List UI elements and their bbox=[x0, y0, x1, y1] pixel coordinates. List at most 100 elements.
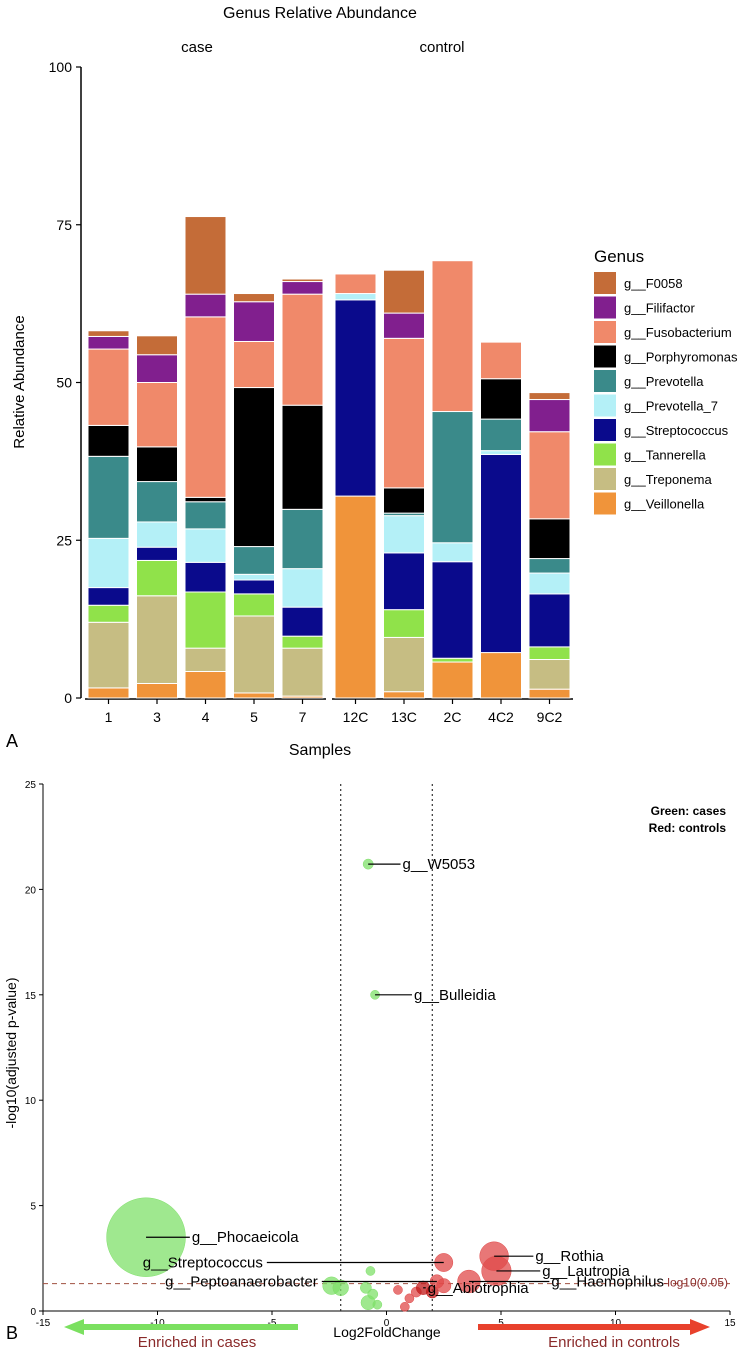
bar-segment bbox=[383, 487, 425, 514]
bar-segment bbox=[87, 330, 130, 337]
bar-segment bbox=[528, 688, 571, 699]
y-tick-label: 0 bbox=[30, 1307, 36, 1318]
y-tick-label: 15 bbox=[25, 991, 37, 1002]
facet-label-control: control bbox=[419, 39, 464, 56]
bar-segment bbox=[480, 453, 522, 654]
bar-segment bbox=[528, 518, 571, 560]
x-tick-label: 0 bbox=[384, 1318, 390, 1329]
point-label: g__Peptoanaerobacter bbox=[165, 1273, 318, 1290]
bar-segment bbox=[334, 495, 377, 699]
x-tick-label: 5 bbox=[498, 1318, 504, 1329]
legend-item-label: g__F0058 bbox=[624, 276, 683, 291]
legend-swatch bbox=[594, 370, 616, 392]
bar-segment bbox=[87, 335, 130, 350]
axes: 0 5 10 15 20 25 -15 -10 -5 0 5 10 15 -log10(0.05) bbox=[25, 780, 736, 1329]
bar-segment bbox=[136, 559, 178, 597]
bar-segment bbox=[136, 382, 178, 448]
x-tick-label: -5 bbox=[268, 1318, 277, 1329]
x-tick-label: 2C bbox=[444, 709, 462, 725]
bar-segment bbox=[184, 561, 227, 593]
bar-segment bbox=[528, 392, 571, 401]
volcano-plot: 0 5 10 15 20 25 -15 -10 -5 0 5 10 15 -log10(0.05) g__… bbox=[3, 780, 736, 1351]
data-point bbox=[400, 1301, 410, 1312]
bar-segment bbox=[233, 340, 275, 389]
bar-segment bbox=[334, 299, 377, 497]
bar-segment bbox=[136, 354, 178, 383]
panel-label-b: B bbox=[6, 1323, 18, 1343]
point-label: g__Haemophilus bbox=[551, 1273, 664, 1290]
legend: Genus g__F0058 g__Filifactor g__Fusobacter… bbox=[594, 247, 738, 515]
bar-segment bbox=[87, 687, 130, 699]
x-tick-label: 7 bbox=[299, 709, 307, 725]
stacked-bar-chart: Genus Relative Abundance case control Re… bbox=[6, 5, 738, 759]
bar-segment bbox=[528, 399, 571, 433]
x-axis-label: Log2FoldChange bbox=[333, 1324, 441, 1340]
axes: 0 25 50 75 100 1 3 4 5 7 12C 13C 2C 4C2 9C2 bbox=[49, 59, 573, 725]
bar-segment bbox=[233, 293, 275, 303]
bar-segment bbox=[281, 568, 324, 608]
bar-segment bbox=[281, 508, 324, 570]
bar-segment bbox=[528, 659, 571, 690]
x-tick-label: 13C bbox=[391, 709, 417, 725]
enrichment-arrows: Enriched in cases Enriched in controls bbox=[64, 1319, 710, 1351]
x-tick-label: 3 bbox=[153, 709, 161, 725]
bar-segment bbox=[233, 387, 275, 548]
bar-segment bbox=[431, 411, 474, 544]
arrow-right-head bbox=[690, 1319, 710, 1335]
bar-segment bbox=[184, 316, 227, 498]
y-tick-label: 25 bbox=[25, 780, 37, 791]
bar-segment bbox=[136, 446, 178, 483]
y-axis-label: Relative Abundance bbox=[11, 315, 28, 448]
bar-segment bbox=[383, 609, 425, 638]
legend-item-label: g__Fusobacterium bbox=[624, 325, 732, 340]
bar-segment bbox=[184, 670, 227, 699]
bar-segment bbox=[136, 335, 178, 356]
bar-segment bbox=[184, 216, 227, 295]
bar-segment bbox=[184, 501, 227, 530]
bar-segment bbox=[136, 546, 178, 561]
bar-segment bbox=[480, 418, 522, 452]
legend-swatch bbox=[594, 468, 616, 490]
legend-swatch bbox=[594, 272, 616, 294]
bar-segment bbox=[136, 595, 178, 684]
bar-segment bbox=[383, 636, 425, 693]
data-point bbox=[393, 1285, 403, 1295]
legend-swatch bbox=[594, 492, 616, 515]
point-label: g__Rothia bbox=[535, 1248, 604, 1265]
bar-segment bbox=[184, 591, 227, 649]
bar-segment bbox=[136, 521, 178, 548]
y-tick-label: 75 bbox=[56, 217, 72, 233]
x-tick-label: 12C bbox=[343, 709, 369, 725]
y-axis-label: -log10(adjusted p-value) bbox=[3, 978, 19, 1129]
bar-segment bbox=[383, 269, 425, 314]
bar-segment bbox=[87, 424, 130, 457]
legend-swatch bbox=[594, 419, 616, 441]
bar-segment bbox=[87, 604, 130, 623]
bar-segment bbox=[87, 455, 130, 539]
data-point bbox=[360, 1281, 372, 1294]
legend-swatch bbox=[594, 296, 616, 319]
bar-segment bbox=[87, 621, 130, 689]
bar-segment bbox=[480, 652, 522, 699]
bar-segment bbox=[233, 301, 275, 342]
legend-note-cases: Green: cases bbox=[651, 804, 727, 818]
bar-segment bbox=[233, 593, 275, 617]
x-tick-label: 4C2 bbox=[488, 709, 514, 725]
bar-segment bbox=[528, 431, 571, 520]
bar-segment bbox=[431, 661, 474, 699]
legend-item-label: g__Porphyromonas bbox=[624, 350, 738, 365]
x-tick-label: -10 bbox=[150, 1318, 165, 1329]
y-tick-label: 10 bbox=[25, 1096, 37, 1107]
legend-title: Genus bbox=[594, 247, 644, 266]
x-tick-label: -15 bbox=[36, 1318, 51, 1329]
y-tick-label: 100 bbox=[49, 59, 73, 75]
bar-segment bbox=[383, 552, 425, 611]
y-tick-label: 20 bbox=[25, 885, 37, 896]
bar-segment bbox=[233, 579, 275, 595]
bar-segment bbox=[87, 348, 130, 426]
bar-segment bbox=[136, 682, 178, 699]
bar-segment bbox=[184, 528, 227, 563]
point-label: g__W5053 bbox=[403, 856, 476, 873]
data-point bbox=[372, 1299, 383, 1310]
bar-segment bbox=[383, 515, 425, 554]
